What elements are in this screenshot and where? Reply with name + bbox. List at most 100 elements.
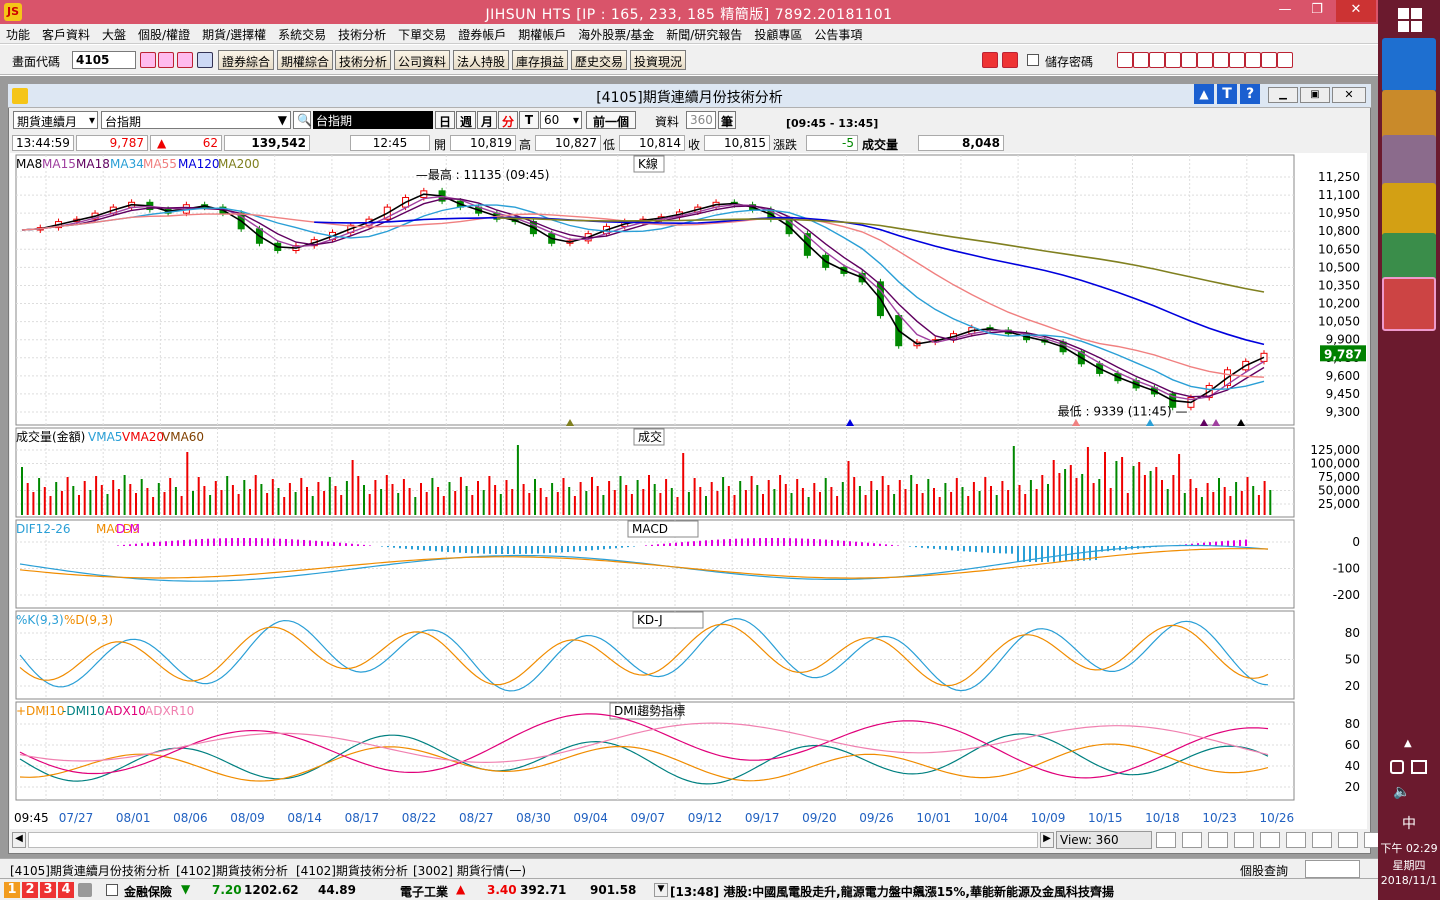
contract-select[interactable]: 期貨連續月 ▾ [13, 111, 98, 129]
menu-item[interactable]: 下單交易 [398, 28, 447, 42]
text-icon[interactable] [1181, 52, 1197, 68]
close-button[interactable]: ✕ [1336, 0, 1376, 22]
menu-item[interactable]: 證券帳戶 [458, 28, 507, 42]
save-password-checkbox[interactable] [1027, 54, 1039, 66]
copy-icon[interactable] [1286, 832, 1306, 848]
sub-minimize-button[interactable]: ▁ [1268, 87, 1298, 103]
workspace-number-button[interactable]: 1 [4, 882, 20, 898]
indicator-icon[interactable] [1260, 832, 1280, 848]
layout-icon[interactable] [1312, 832, 1332, 848]
window-icon[interactable] [158, 52, 174, 68]
print-icon[interactable] [1261, 52, 1277, 68]
stock-query-input[interactable] [1305, 860, 1360, 878]
chevron-icon[interactable] [1234, 832, 1254, 848]
workspace-number-button[interactable]: 2 [22, 882, 38, 898]
export-icon[interactable] [1277, 52, 1293, 68]
news-ticker[interactable]: [13:48] 港股:中國風電股走升,龍源電力盤中飆漲15%,華能新能源及金風科… [670, 885, 1114, 899]
arrow-up-icon[interactable]: ▲ [1194, 84, 1214, 104]
box-icon[interactable] [1197, 52, 1213, 68]
clock-time[interactable]: 下午 02:29 [1380, 842, 1438, 855]
menu-item[interactable]: 客戶資料 [42, 28, 91, 42]
page-icon[interactable] [1213, 52, 1229, 68]
scroll-left-icon[interactable]: ◀ [12, 832, 26, 848]
code-input[interactable]: 4105 [72, 51, 136, 69]
period-button[interactable]: 日 [435, 111, 455, 129]
sub-close-button[interactable]: ✕ [1332, 87, 1366, 103]
lock-icon[interactable] [78, 883, 92, 897]
search-icon[interactable] [140, 52, 156, 68]
technical-chart[interactable]: 11,250 11,100 10,950 10,800 10,650 10,500 10,3… [10, 153, 1367, 829]
ime-indicator[interactable]: 中 [1402, 816, 1416, 832]
back-icon[interactable] [982, 52, 998, 68]
forward-icon[interactable] [1002, 52, 1018, 68]
chevron-down-icon[interactable]: ▼ [654, 883, 668, 897]
maximize-button[interactable]: ❐ [1311, 2, 1323, 17]
help-icon[interactable]: ? [1240, 84, 1260, 104]
crown-app-icon[interactable] [1382, 183, 1436, 237]
settings-icon[interactable] [1245, 52, 1261, 68]
menu-item[interactable]: 功能 [6, 28, 31, 42]
window-tab[interactable]: [4102]期貨技術分析 [296, 864, 408, 878]
menu-item[interactable]: 海外股票/基金 [578, 28, 655, 42]
grid-icon[interactable] [1133, 52, 1149, 68]
chevron-up-icon[interactable]: ▲ [1404, 738, 1412, 749]
pen-icon[interactable] [1117, 52, 1133, 68]
toolbar-button[interactable]: 技術分析 [335, 50, 391, 70]
network-icon[interactable] [1411, 760, 1427, 774]
interval-select[interactable]: 60 ▾ [540, 111, 582, 129]
prev-button[interactable]: 前一個 [586, 111, 636, 129]
scroll-right-icon[interactable]: ▶ [1040, 832, 1054, 848]
chart-icon[interactable] [1229, 52, 1245, 68]
menu-item[interactable]: 投顧專區 [754, 28, 803, 42]
status-checkbox[interactable] [106, 884, 118, 896]
zoom-in-icon[interactable] [1156, 832, 1176, 848]
text-icon[interactable]: T [1217, 84, 1237, 104]
scroll-track[interactable] [28, 832, 1038, 848]
toolbar-button[interactable]: 庫存損益 [512, 50, 568, 70]
stock-query-label: 個股查詢 [1240, 864, 1289, 878]
window-tab[interactable]: [3002] 期貨行情(一) [413, 864, 527, 878]
pen-icon[interactable] [1338, 832, 1358, 848]
view-count[interactable]: View: 360 [1056, 831, 1152, 849]
sub-restore-button[interactable]: ▣ [1300, 87, 1330, 103]
ie-browser-icon[interactable] [1382, 38, 1436, 92]
window-tab[interactable]: [4105]期貨連續月份技術分析 [10, 864, 170, 878]
data-count-input[interactable]: 360 [686, 111, 716, 129]
search-icon[interactable]: 🔍 [293, 111, 312, 129]
dropdown-icon[interactable] [197, 52, 213, 68]
menu-item[interactable]: 新聞/研究報告 [666, 28, 743, 42]
print-icon[interactable] [177, 52, 193, 68]
paint-icon[interactable] [1382, 135, 1436, 189]
symbol-select[interactable]: 台指期 ▼ [101, 111, 291, 129]
minimize-button[interactable]: — [1278, 2, 1292, 17]
workspace-number-button[interactable]: 3 [40, 882, 56, 898]
toolbar-button[interactable]: 法人持股 [453, 50, 509, 70]
doc-icon[interactable] [1149, 52, 1165, 68]
edit-icon[interactable] [1165, 52, 1181, 68]
window-tab[interactable]: [4102]期貨技術分析 [176, 864, 288, 878]
menu-item[interactable]: 公告事項 [814, 28, 863, 42]
workspace-number-button[interactable]: 4 [58, 882, 74, 898]
volume-icon[interactable]: 🔈 [1393, 784, 1411, 800]
menu-item[interactable]: 個股/權證 [138, 28, 191, 42]
period-button[interactable]: T [519, 111, 539, 129]
jihsun-app-icon[interactable] [1382, 277, 1436, 331]
period-button[interactable]: 週 [456, 111, 476, 129]
menu-item[interactable]: 系統交易 [278, 28, 327, 42]
menu-item[interactable]: 期貨/選擇權 [202, 28, 267, 42]
windows-start-icon[interactable] [1398, 8, 1422, 32]
menu-item[interactable]: 大盤 [102, 28, 127, 42]
toolbar-button[interactable]: 期權綜合 [277, 50, 333, 70]
toolbar-button[interactable]: 公司資料 [394, 50, 450, 70]
data-unit-button[interactable]: 筆 [718, 111, 736, 129]
menu-item[interactable]: 技術分析 [338, 28, 387, 42]
zoom-out-icon[interactable] [1182, 832, 1202, 848]
tray-app-icon[interactable] [1390, 760, 1404, 774]
search-icon[interactable] [1208, 832, 1228, 848]
period-button[interactable]: 月 [477, 111, 497, 129]
menu-item[interactable]: 期權帳戶 [518, 28, 567, 42]
toolbar-button[interactable]: 投資現況 [630, 50, 686, 70]
toolbar-button[interactable]: 證券綜合 [218, 50, 274, 70]
toolbar-button[interactable]: 歷史交易 [571, 50, 627, 70]
period-button[interactable]: 分 [498, 111, 518, 129]
